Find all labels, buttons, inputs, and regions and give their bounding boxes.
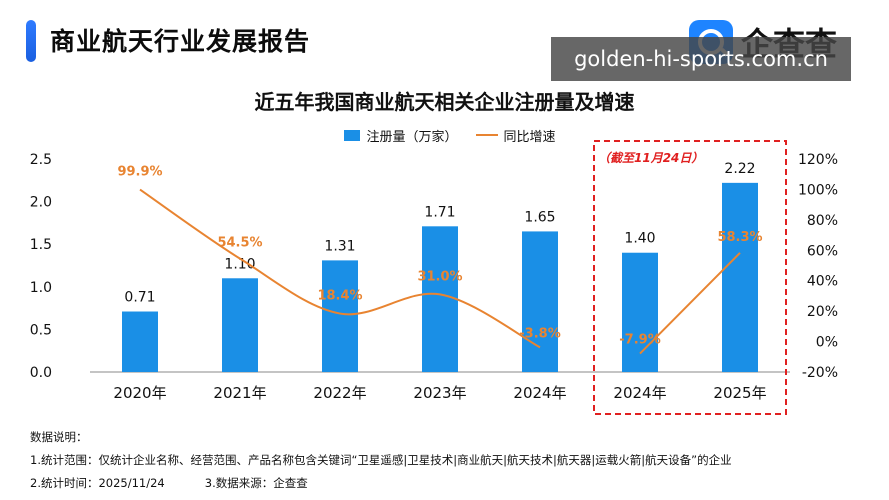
bar bbox=[522, 231, 558, 372]
y-right-tick-label: 40% bbox=[807, 274, 838, 290]
bar-value-label: 2.22 bbox=[724, 161, 755, 177]
growth-line bbox=[139, 188, 541, 349]
growth-value-label: -7.9% bbox=[619, 333, 660, 348]
watermark: golden-hi-sports.com.cn bbox=[551, 37, 851, 81]
chart-legend: 注册量（万家） 同比增速 bbox=[300, 125, 600, 145]
legend-line-swatch bbox=[475, 134, 498, 136]
x-tick-label: 2021年 bbox=[213, 384, 266, 402]
notes-heading: 数据说明： bbox=[30, 430, 88, 444]
x-tick-label: 2023年 bbox=[413, 384, 466, 402]
y-right-tick-label: 0% bbox=[816, 335, 838, 351]
y-right-tick-label: 20% bbox=[807, 304, 838, 320]
y-left-tick-label: 2.5 bbox=[30, 152, 52, 168]
y-right-tick-label: 120% bbox=[798, 152, 838, 168]
growth-value-label: 31.0% bbox=[417, 269, 462, 284]
growth-value-label: 58.3% bbox=[717, 230, 762, 245]
bar-value-label: 1.40 bbox=[624, 231, 655, 247]
y-left-tick-label: 1.0 bbox=[30, 280, 52, 296]
bar bbox=[622, 252, 658, 372]
growth-value-label: 54.5% bbox=[217, 236, 262, 251]
bar-value-label: 1.31 bbox=[324, 238, 355, 254]
x-tick-label: 2025年 bbox=[713, 384, 766, 402]
notes-line-1: 1.统计范围：仅统计企业名称、经营范围、产品名称包含关键词“卫星遥感|卫星技术|… bbox=[30, 453, 732, 467]
bar-value-label: 1.10 bbox=[224, 256, 255, 272]
bar bbox=[122, 311, 158, 372]
notes-data-source: 3.数据来源：企查查 bbox=[204, 476, 308, 490]
title-accent-bar bbox=[26, 20, 36, 62]
bar-value-label: 1.71 bbox=[424, 204, 455, 220]
bar bbox=[322, 260, 358, 372]
legend-label-registrations: 注册量（万家） bbox=[366, 129, 458, 145]
y-left-tick-label: 0.0 bbox=[30, 365, 52, 381]
x-tick-label: 2024年 bbox=[513, 384, 566, 402]
notes-stat-time: 2.统计时间：2025/11/24 bbox=[30, 476, 165, 490]
growth-line bbox=[639, 252, 741, 355]
growth-value-label: -3.8% bbox=[519, 326, 560, 341]
notes-line-2: 2.统计时间：2025/11/24 3.数据来源：企查查 bbox=[30, 475, 308, 491]
bar bbox=[722, 182, 758, 372]
y-right-tick-label: -20% bbox=[802, 365, 838, 381]
y-left-tick-label: 2.0 bbox=[30, 195, 52, 211]
y-right-tick-label: 100% bbox=[798, 182, 838, 198]
legend-bar-swatch bbox=[344, 129, 361, 141]
growth-value-label: 99.9% bbox=[117, 165, 162, 180]
legend-label-growth: 同比增速 bbox=[503, 129, 556, 145]
y-left-tick-label: 1.5 bbox=[30, 237, 52, 253]
chart-title: 近五年我国商业航天相关企业注册量及增速 bbox=[254, 90, 635, 114]
y-right-tick-label: 80% bbox=[807, 213, 838, 229]
x-tick-label: 2022年 bbox=[313, 384, 366, 402]
x-tick-label: 2024年 bbox=[613, 384, 666, 402]
highlight-box bbox=[593, 140, 787, 415]
highlight-note: （截至11月24日） bbox=[598, 151, 703, 165]
x-tick-label: 2020年 bbox=[113, 384, 166, 402]
y-right-tick-label: 60% bbox=[807, 243, 838, 259]
bar bbox=[422, 226, 458, 372]
y-left-tick-label: 0.5 bbox=[30, 322, 52, 338]
growth-value-label: 18.4% bbox=[317, 289, 362, 304]
bar-value-label: 1.65 bbox=[524, 209, 555, 225]
report-title: 商业航天行业发展报告 bbox=[50, 27, 311, 56]
bar-value-label: 0.71 bbox=[124, 290, 155, 306]
bar bbox=[222, 278, 258, 372]
